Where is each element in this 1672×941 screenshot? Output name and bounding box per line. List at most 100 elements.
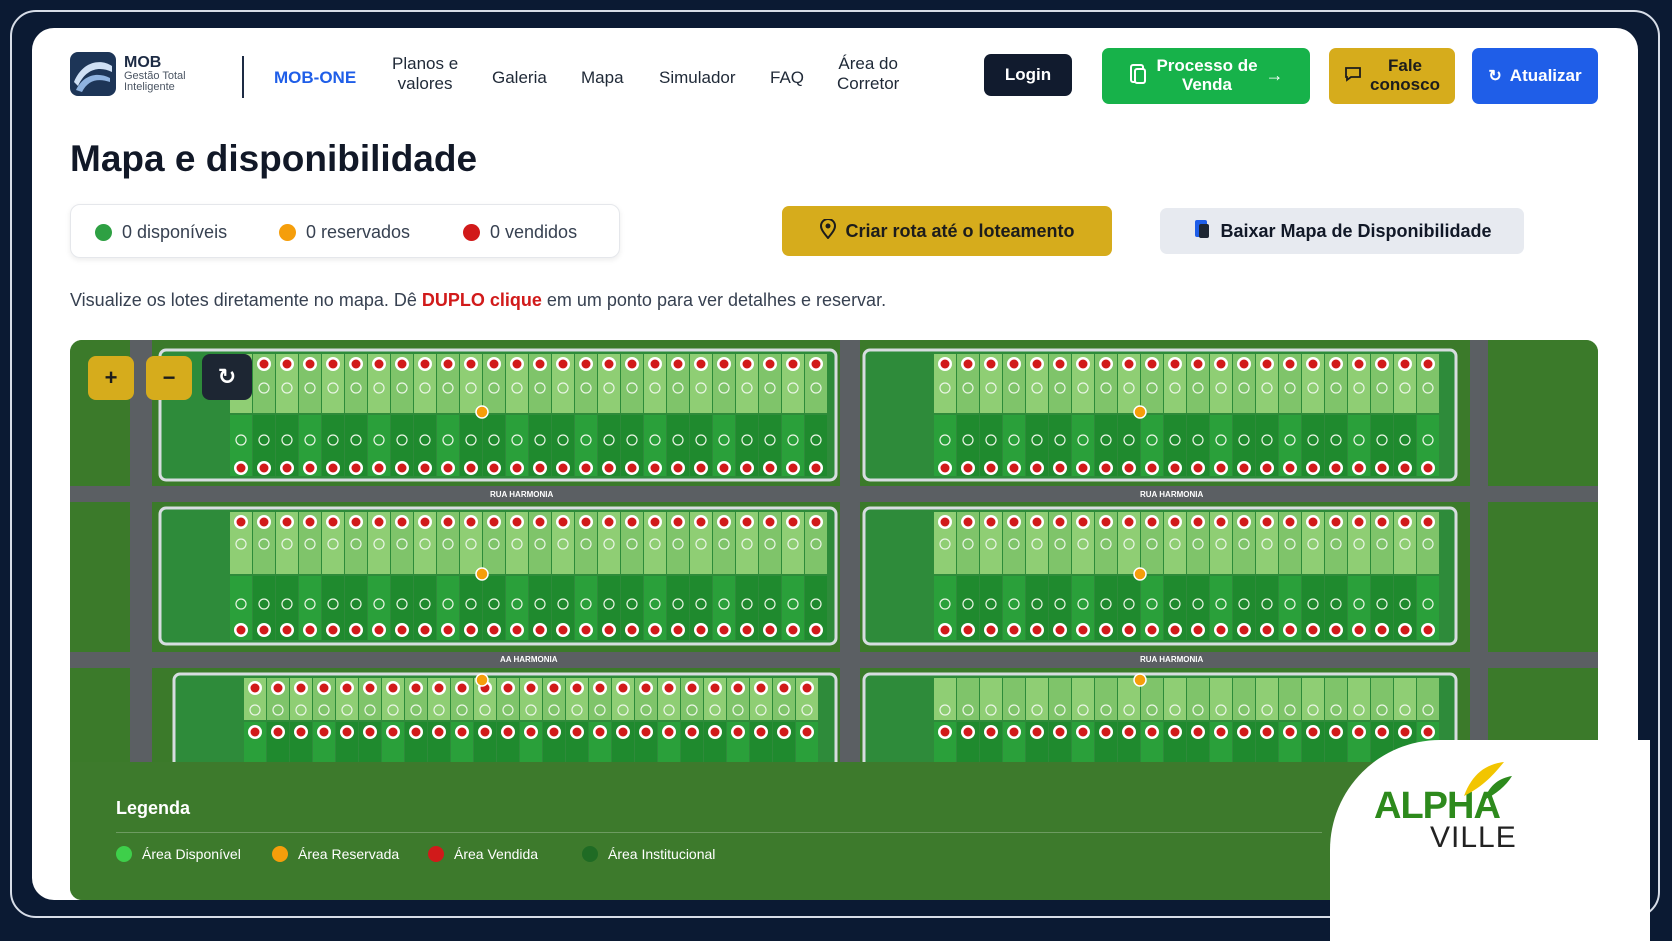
- lot-number-marker: [1123, 538, 1135, 550]
- nav-faq[interactable]: FAQ: [770, 68, 805, 87]
- page-title: Mapa e disponibilidade: [70, 138, 478, 179]
- fale-conosco-button[interactable]: Fale conosco: [1329, 48, 1455, 104]
- nav-mob-one[interactable]: MOB-ONE: [274, 68, 357, 87]
- lot-parcel: [529, 512, 551, 574]
- sold-lot-dot: [1262, 625, 1272, 635]
- processo-venda-button[interactable]: Processo de Venda →: [1102, 48, 1310, 104]
- sold-lot-dot: [480, 727, 490, 737]
- lot-number-marker: [1422, 704, 1434, 716]
- lot-number-marker: [1261, 434, 1273, 446]
- sold-lot-dot: [1331, 359, 1341, 369]
- lot-parcel: [506, 512, 528, 574]
- lot-number-marker: [1008, 598, 1020, 610]
- sold-lot-dot: [351, 359, 361, 369]
- lot-number-marker: [1169, 704, 1181, 716]
- nav-planos-valores[interactable]: Planos e valores: [392, 54, 458, 95]
- lot-number-marker: [810, 538, 822, 550]
- lot-parcel: [253, 576, 275, 640]
- lot-number-marker: [1330, 598, 1342, 610]
- sold-lot-dot: [526, 683, 536, 693]
- lot-number-marker: [962, 382, 974, 394]
- legend-sold-dot: [428, 846, 444, 862]
- sold-lot-dot: [1147, 727, 1157, 737]
- sold-lot-dot: [811, 517, 821, 527]
- lot-parcel: [1348, 678, 1370, 720]
- lot-number-marker: [525, 704, 537, 716]
- lot-parcel: [322, 576, 344, 640]
- sold-lot-dot: [1147, 517, 1157, 527]
- lot-parcel: [980, 512, 1002, 574]
- lot-number-marker: [764, 434, 776, 446]
- lot-number-marker: [327, 538, 339, 550]
- nav-galeria[interactable]: Galeria: [492, 68, 547, 87]
- lot-number-marker: [603, 382, 615, 394]
- lot-parcel: [1256, 512, 1278, 574]
- zoom-in-button[interactable]: +: [88, 356, 134, 400]
- nav-simulador[interactable]: Simulador: [659, 68, 736, 87]
- lot-number-marker: [1100, 598, 1112, 610]
- sold-lot-dot: [434, 683, 444, 693]
- lot-parcel: [1072, 678, 1094, 720]
- lot-number-marker: [1238, 538, 1250, 550]
- lot-number-marker: [258, 598, 270, 610]
- criar-rota-label: Criar rota até o loteamento: [845, 220, 1075, 241]
- sold-lot-dot: [627, 517, 637, 527]
- sold-lot-dot: [328, 625, 338, 635]
- sold-lot-dot: [397, 517, 407, 527]
- login-button[interactable]: Login: [984, 54, 1072, 96]
- sold-lot-dot: [420, 517, 430, 527]
- sold-lot-dot: [1193, 359, 1203, 369]
- lot-parcel: [1302, 576, 1324, 640]
- sold-lot-dot: [1262, 463, 1272, 473]
- sold-lot-dot: [581, 359, 591, 369]
- lot-number-marker: [1146, 598, 1158, 610]
- sold-lot-dot: [1101, 359, 1111, 369]
- legend-institutional-dot: [582, 846, 598, 862]
- lot-number-marker: [511, 538, 523, 550]
- lot-number-marker: [1008, 538, 1020, 550]
- lot-number-marker: [1100, 538, 1112, 550]
- reset-map-button[interactable]: ↻: [202, 354, 252, 400]
- sold-lot-dot: [342, 727, 352, 737]
- map-canvas[interactable]: RUA HARMONIA RUA HARMONIA AA HARMONIA RUA H…: [70, 340, 1598, 770]
- sold-lot-dot: [489, 625, 499, 635]
- nav-mapa[interactable]: Mapa: [581, 68, 624, 87]
- sold-lot-dot: [572, 727, 582, 737]
- lot-number-marker: [258, 538, 270, 550]
- criar-rota-button[interactable]: Criar rota até o loteamento: [782, 206, 1112, 256]
- atualizar-button[interactable]: ↻ Atualizar: [1472, 48, 1598, 104]
- lot-number-marker: [718, 598, 730, 610]
- lot-number-marker: [465, 434, 477, 446]
- lot-number-marker: [442, 538, 454, 550]
- brand-logo[interactable]: MOB Gestão Total Inteligente: [70, 52, 186, 96]
- lot-parcel: [782, 512, 804, 574]
- sold-lot-dot: [733, 683, 743, 693]
- sold-lot-dot: [273, 683, 283, 693]
- lot-number-marker: [1238, 704, 1250, 716]
- sold-lot-dot: [1262, 359, 1272, 369]
- lot-number-marker: [626, 434, 638, 446]
- nav-corretor-line-1: Área do: [838, 54, 898, 73]
- baixar-mapa-button[interactable]: Baixar Mapa de Disponibilidade: [1160, 208, 1524, 254]
- sold-lot-dot: [604, 517, 614, 527]
- logo-subtitle-2: Inteligente: [124, 81, 175, 93]
- lot-parcel: [1417, 576, 1439, 640]
- lot-number-marker: [985, 434, 997, 446]
- sold-lot-dot: [710, 727, 720, 737]
- sold-lot-dot: [282, 463, 292, 473]
- lot-number-marker: [649, 598, 661, 610]
- lot-number-marker: [410, 704, 422, 716]
- sold-lot-dot: [719, 625, 729, 635]
- zoom-out-button[interactable]: −: [146, 356, 192, 400]
- lot-number-marker: [962, 598, 974, 610]
- lot-number-marker: [741, 598, 753, 610]
- lot-number-marker: [1284, 704, 1296, 716]
- sold-lot-dot: [1377, 727, 1387, 737]
- sold-lot-dot: [558, 463, 568, 473]
- sold-lot-dot: [1400, 463, 1410, 473]
- sold-lot-dot: [1308, 517, 1318, 527]
- sold-lot-dot: [397, 359, 407, 369]
- lot-number-marker: [810, 434, 822, 446]
- sold-lot-dot: [420, 625, 430, 635]
- nav-area-corretor[interactable]: Área do Corretor: [837, 54, 899, 95]
